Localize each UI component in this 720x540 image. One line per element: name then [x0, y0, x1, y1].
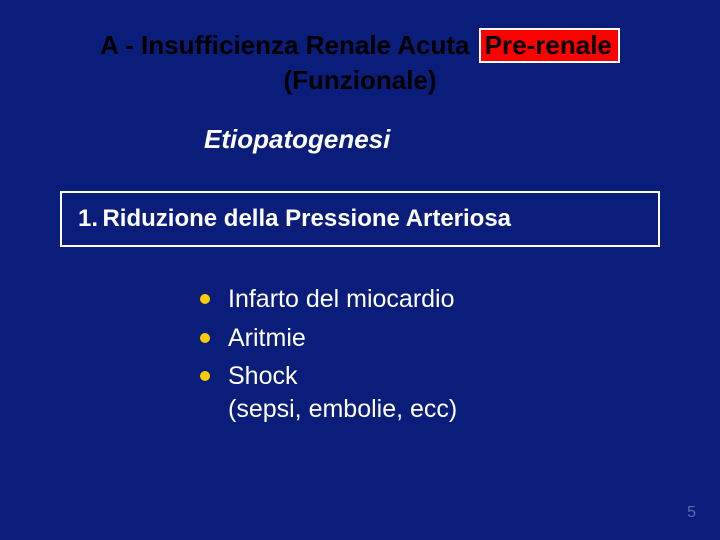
section-number: 1. [78, 205, 98, 232]
section-text: Riduzione della Pressione Arteriosa [102, 205, 511, 232]
slide: A - Insufficienza Renale Acuta Pre-renal… [0, 0, 720, 540]
bullet-icon [200, 371, 210, 381]
section-box: 1. Riduzione della Pressione Arteriosa [60, 191, 660, 247]
bullet-text: Shock(sepsi, embolie, ecc) [228, 360, 457, 425]
title-highlight-box: Pre-renale [479, 28, 620, 63]
subtitle: Etiopatogenesi [204, 124, 680, 155]
bullet-text: Infarto del miocardio [228, 283, 455, 316]
list-item: Infarto del miocardio [200, 283, 680, 316]
list-item: Aritmie [200, 322, 680, 355]
bullet-text: Aritmie [228, 322, 306, 355]
title-block: A - Insufficienza Renale Acuta Pre-renal… [40, 28, 680, 96]
title-prefix: A - Insufficienza Renale Acuta [100, 30, 469, 60]
page-number: 5 [687, 504, 696, 522]
title-line-2: (Funzionale) [40, 65, 680, 96]
bullet-icon [200, 294, 210, 304]
bullet-list: Infarto del miocardio Aritmie Shock(seps… [200, 283, 680, 425]
title-highlighted: Pre-renale [485, 30, 612, 60]
title-line-1: A - Insufficienza Renale Acuta Pre-renal… [100, 28, 620, 63]
list-item: Shock(sepsi, embolie, ecc) [200, 360, 680, 425]
bullet-icon [200, 333, 210, 343]
